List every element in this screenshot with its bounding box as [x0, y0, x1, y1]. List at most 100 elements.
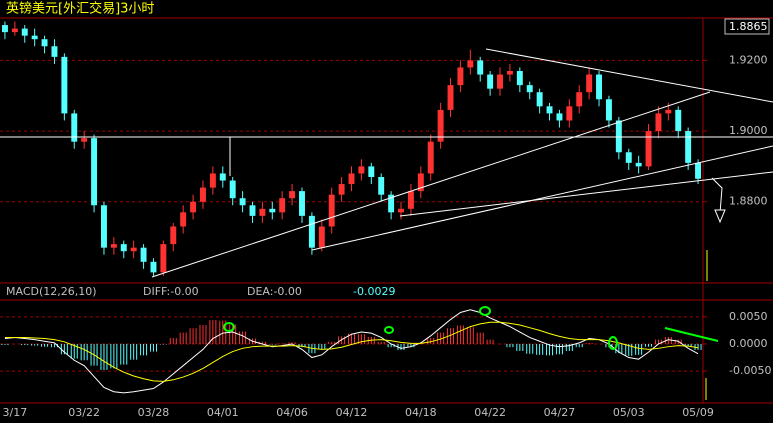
candle-body — [269, 208, 276, 213]
candle-body — [51, 46, 58, 57]
candle-body — [685, 131, 692, 163]
candle-body — [625, 152, 632, 163]
trend-line — [151, 91, 711, 278]
x-tick-label: 04/22 — [474, 406, 506, 419]
candle-body — [497, 74, 503, 89]
candle-body — [308, 215, 315, 248]
candle-body — [21, 28, 28, 36]
candle-body — [229, 180, 236, 199]
cross-marker — [608, 336, 618, 350]
last-price-box — [724, 18, 770, 35]
x-tick-label: 04/06 — [276, 406, 308, 419]
candle-body — [516, 71, 523, 86]
candle-body — [71, 113, 78, 142]
candle-body — [645, 131, 652, 167]
y-tick-label: 0.0000 — [729, 337, 768, 350]
candle-body — [487, 74, 494, 89]
candle-body — [41, 39, 48, 47]
candle-body — [526, 85, 533, 93]
trend-lines — [0, 48, 773, 278]
candle-body — [61, 56, 68, 114]
x-tick-label: 03/28 — [138, 406, 170, 419]
y-tick-label: -0.0050 — [729, 364, 771, 377]
macd-title: MACD(12,26,10) — [6, 285, 97, 298]
macd-annotations — [223, 306, 719, 350]
x-tick-label: 05/09 — [682, 406, 714, 419]
candle-body — [209, 173, 216, 188]
candle-body — [289, 191, 296, 199]
y-tick-label: 1.8800 — [729, 195, 768, 208]
candle-body — [655, 113, 662, 132]
trend-line — [311, 145, 773, 251]
candle-body — [279, 198, 286, 213]
candle-body — [556, 113, 563, 121]
last-price: 1.8865 — [729, 20, 768, 33]
candle-body — [1, 25, 8, 33]
y-tick-label: 1.9200 — [729, 53, 768, 66]
candle-body — [536, 92, 543, 107]
candle-body — [110, 244, 117, 248]
candle-body — [457, 67, 464, 86]
candle-body — [219, 173, 226, 181]
candle-body — [120, 244, 127, 252]
x-tick-label: 04/18 — [405, 406, 437, 419]
candle-body — [239, 198, 246, 206]
x-tick-label: 04/27 — [544, 406, 576, 419]
cross-marker — [384, 326, 394, 334]
candle-body — [427, 141, 434, 174]
candle-body — [368, 166, 375, 177]
candle-body — [91, 138, 98, 206]
dea-label: DEA:-0.00 — [247, 285, 302, 298]
trend-line — [485, 48, 773, 103]
candle-body — [576, 92, 583, 107]
y-tick-label: 0.0050 — [729, 310, 768, 323]
macd-line — [4, 321, 699, 382]
candle-body — [437, 109, 444, 142]
candle-body — [615, 120, 622, 153]
candle-body — [586, 74, 593, 93]
candle-body — [11, 28, 18, 33]
candle-body — [388, 194, 395, 213]
candle-body — [665, 109, 672, 114]
price-panel — [0, 21, 707, 276]
candle-body — [417, 173, 424, 192]
arrow — [711, 177, 723, 214]
candle-body — [605, 99, 612, 121]
candle-body — [160, 244, 167, 273]
y-tick-label: 1.9000 — [729, 124, 768, 137]
candle-body — [318, 226, 325, 248]
candle-body — [506, 71, 513, 75]
x-tick-label: 05/03 — [613, 406, 645, 419]
candle-body — [358, 166, 365, 174]
candle-body — [180, 212, 187, 227]
candle-body — [200, 187, 206, 202]
candle-body — [100, 205, 107, 248]
chart-title: 英镑美元[外汇交易]3小时 — [6, 1, 154, 17]
candle-body — [170, 226, 177, 245]
cross-marker — [223, 322, 235, 332]
x-tick-label: 3/17 — [3, 406, 28, 419]
candle-body — [81, 138, 88, 142]
macd-panel — [0, 309, 707, 394]
candle-body — [546, 106, 553, 114]
candle-body — [447, 85, 454, 110]
candle-body — [150, 261, 157, 273]
x-tick-label: 04/12 — [336, 406, 368, 419]
candle-body — [31, 35, 38, 40]
candle-body — [596, 74, 603, 100]
candle-body — [398, 208, 404, 213]
candle-body — [695, 162, 702, 179]
x-tick-label: 04/01 — [207, 406, 239, 419]
candle-body — [378, 177, 385, 195]
candle-body — [190, 201, 197, 213]
candle-body — [407, 191, 414, 209]
x-tick-label: 03/22 — [68, 406, 100, 419]
divergence-line — [664, 327, 719, 342]
trend-line — [399, 171, 773, 217]
macd-line — [4, 309, 699, 394]
candle-body — [249, 205, 256, 216]
candle-body — [259, 208, 266, 216]
